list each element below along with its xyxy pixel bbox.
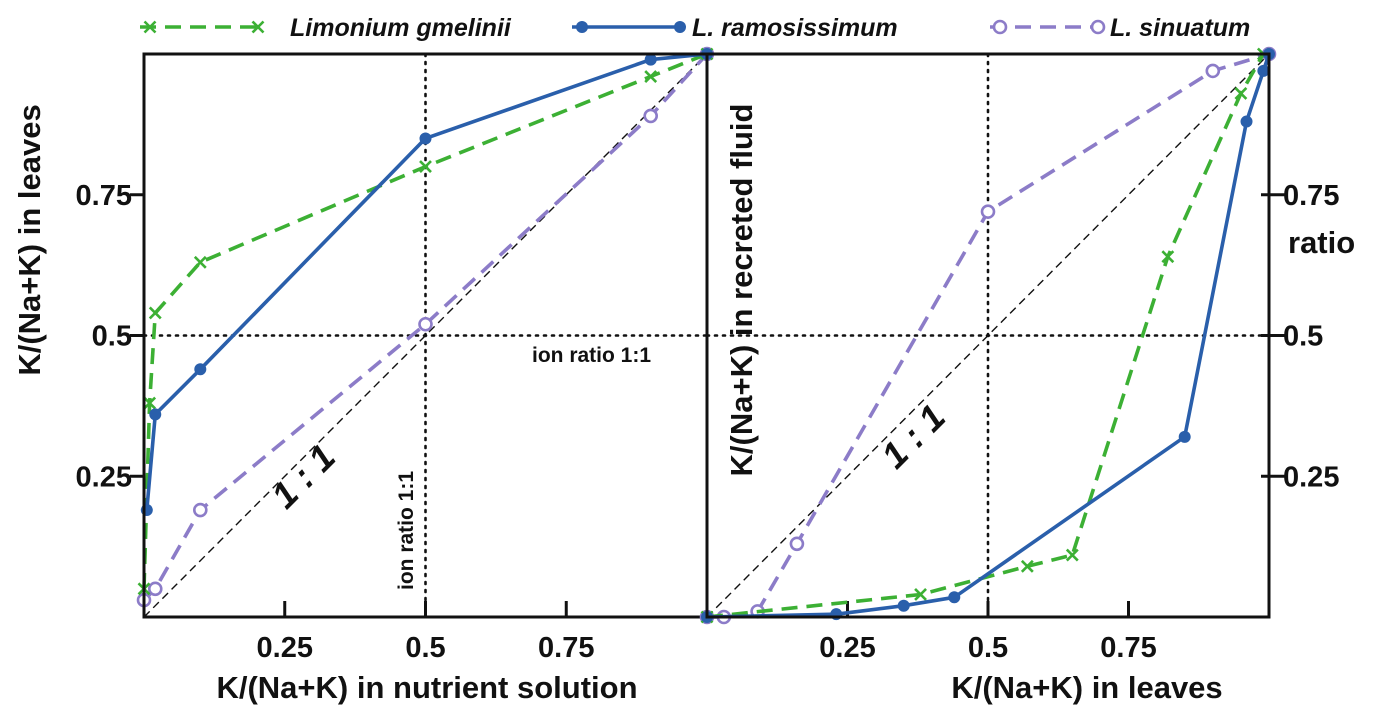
data-point-limonium_gmelinii-stroke-b xyxy=(1065,548,1079,562)
data-point-limonium_gmelinii xyxy=(419,160,432,174)
data-point-limonium_gmelinii-stroke-b xyxy=(193,255,207,269)
data-point-limonium_gmelinii xyxy=(1020,559,1034,573)
right-axis-ratio-label: ratio xyxy=(1288,225,1355,260)
diagonal-line xyxy=(143,53,708,618)
x-tick-label: 0.5 xyxy=(405,632,445,664)
data-point-limonium_gmelinii xyxy=(143,396,157,410)
data-point-limonium_gmelinii xyxy=(1065,548,1079,562)
panel-right: 0.25 0.5 0.75 0.25 0.5 0.75 1 : 1 K/(Na+K) in l… xyxy=(699,46,1355,705)
data-point-limonium_gmelinii xyxy=(148,306,162,320)
legend-marker xyxy=(674,21,686,33)
x-tick-label: 0.25 xyxy=(819,632,875,664)
legend: Limonium gmelinii L. ramosissimum L. sinua… xyxy=(140,14,1250,42)
data-point-l_ramosissimum xyxy=(149,408,162,421)
data-point-l_ramosissimum xyxy=(1178,430,1191,443)
data-point-limonium_gmelinii xyxy=(914,588,927,601)
series-line-l_ramosissimum xyxy=(706,53,1271,619)
y-axis-title: K/(Na+K) in recreted fluid xyxy=(724,104,759,477)
data-point-l_ramosissimum xyxy=(419,132,432,145)
ion-ratio-horizontal-label: ion ratio 1:1 xyxy=(532,344,651,367)
y-tick-label: 0.25 xyxy=(76,461,132,493)
data-point-l_ramosissimum xyxy=(194,363,207,376)
data-point-limonium_gmelinii xyxy=(193,255,207,269)
y-tick-label: 0.5 xyxy=(1283,321,1323,353)
data-point-limonium_gmelinii-stroke-b xyxy=(644,70,658,83)
data-point-limonium_gmelinii-stroke-b xyxy=(1234,86,1248,100)
legend-marker-stroke-b xyxy=(251,20,265,34)
ion-ratio-vertical-label: ion ratio 1:1 xyxy=(395,471,418,590)
legend-label: L. ramosissimum xyxy=(692,14,898,42)
legend-item-l_sinuatum: L. sinuatum xyxy=(990,14,1250,42)
legend-marker-stroke-b xyxy=(143,20,157,34)
data-point-l_ramosissimum xyxy=(644,53,657,66)
data-point-l_sinuatum xyxy=(789,536,805,552)
data-point-l_sinuatum xyxy=(980,204,996,219)
x-axis-title: K/(Na+K) in nutrient solution xyxy=(216,670,637,705)
one-to-one-label: 1 : 1 xyxy=(873,396,953,476)
data-point-l_sinuatum xyxy=(147,581,163,597)
data-point-limonium_gmelinii-stroke-b xyxy=(143,396,157,410)
legend-marker xyxy=(251,20,265,34)
legend-item-l_ramosissimum: L. ramosissimum xyxy=(572,14,898,42)
data-point-l_sinuatum xyxy=(193,502,208,518)
data-point-limonium_gmelinii-stroke-b xyxy=(914,588,927,601)
data-point-l_ramosissimum xyxy=(1257,64,1270,77)
legend-marker xyxy=(576,21,588,33)
data-point-l_sinuatum xyxy=(418,316,433,332)
x-tick-label: 0.75 xyxy=(538,632,594,664)
legend-label: Limonium gmelinii xyxy=(290,14,512,42)
legend-marker xyxy=(143,20,157,34)
data-point-limonium_gmelinii-stroke-b xyxy=(419,160,432,174)
data-point-limonium_gmelinii-stroke-b xyxy=(1020,559,1034,573)
data-point-l_ramosissimum xyxy=(948,591,961,604)
y-axis-title: K/(Na+K) in leaves xyxy=(12,104,47,375)
y-tick-label: 0.5 xyxy=(92,321,132,353)
legend-label: L. sinuatum xyxy=(1110,14,1250,42)
x-tick-label: 0.75 xyxy=(1100,632,1156,664)
x-axis-title: K/(Na+K) in leaves xyxy=(951,670,1222,705)
plot-frame xyxy=(705,52,1271,619)
data-point-limonium_gmelinii xyxy=(644,70,658,83)
data-point-limonium_gmelinii-stroke-b xyxy=(148,306,162,320)
y-tick-label: 0.25 xyxy=(1283,461,1339,493)
y-tick-label: 0.75 xyxy=(76,180,132,212)
legend-item-limonium_gmelinii: Limonium gmelinii xyxy=(140,14,512,42)
data-point-l_sinuatum xyxy=(643,108,659,124)
y-tick-label: 0.75 xyxy=(1283,180,1339,212)
x-tick-label: 0.25 xyxy=(257,632,313,664)
x-tick-label: 0.5 xyxy=(968,632,1008,664)
data-point-limonium_gmelinii xyxy=(1234,86,1248,100)
data-point-limonium_gmelinii-stroke-b xyxy=(1161,250,1175,264)
data-point-l_ramosissimum xyxy=(897,599,910,612)
series-line-l_ramosissimum xyxy=(145,52,708,511)
data-point-l_ramosissimum xyxy=(1240,115,1253,128)
legend-marker xyxy=(1090,19,1106,35)
data-point-l_sinuatum xyxy=(1205,63,1221,79)
data-point-limonium_gmelinii xyxy=(1161,250,1175,264)
legend-marker xyxy=(992,19,1008,35)
